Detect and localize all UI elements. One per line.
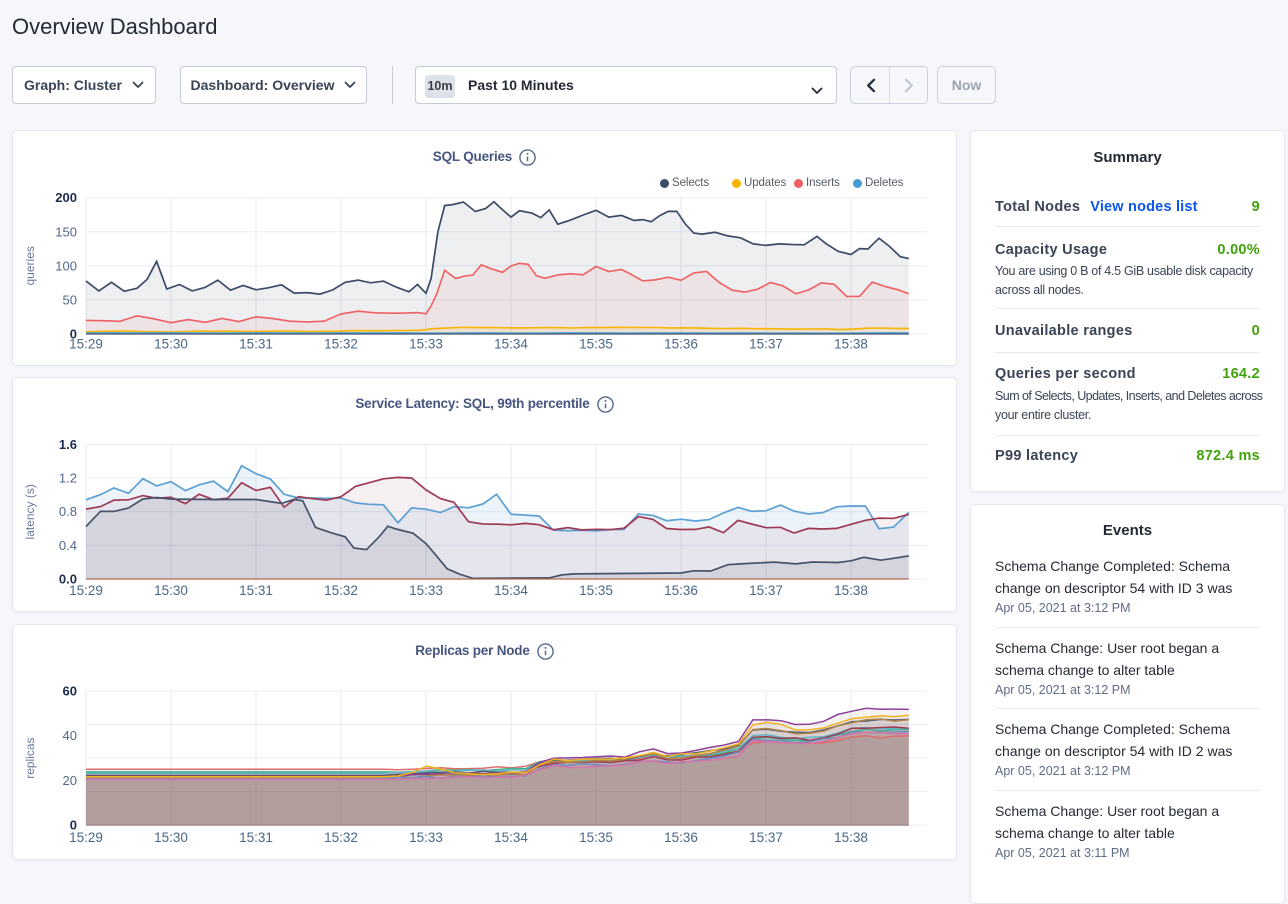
svg-text:15:33: 15:33: [409, 830, 443, 845]
svg-text:15:30: 15:30: [154, 583, 188, 598]
svg-text:15:32: 15:32: [324, 830, 358, 845]
svg-text:15:31: 15:31: [239, 830, 273, 845]
svg-text:15:29: 15:29: [69, 583, 103, 598]
svg-text:15:35: 15:35: [579, 583, 613, 598]
svg-text:1.2: 1.2: [59, 471, 77, 486]
svg-text:15:30: 15:30: [154, 337, 188, 352]
svg-text:replicas: replicas: [23, 737, 37, 778]
svg-text:15:29: 15:29: [69, 337, 103, 352]
svg-text:15:29: 15:29: [69, 830, 103, 845]
svg-text:15:34: 15:34: [494, 830, 528, 845]
svg-text:15:38: 15:38: [834, 583, 868, 598]
svg-text:queries: queries: [23, 246, 37, 285]
svg-text:0.4: 0.4: [59, 538, 77, 553]
svg-text:15:37: 15:37: [749, 583, 783, 598]
svg-text:15:36: 15:36: [664, 583, 698, 598]
svg-text:15:31: 15:31: [239, 583, 273, 598]
svg-text:1.6: 1.6: [59, 437, 77, 452]
svg-text:15:35: 15:35: [579, 337, 613, 352]
svg-text:0: 0: [70, 818, 77, 833]
svg-text:0.8: 0.8: [59, 504, 77, 519]
svg-text:15:35: 15:35: [579, 830, 613, 845]
svg-text:15:31: 15:31: [239, 337, 273, 352]
svg-text:15:38: 15:38: [834, 830, 868, 845]
svg-text:0.0: 0.0: [59, 572, 77, 587]
svg-text:0: 0: [70, 327, 77, 342]
svg-text:15:36: 15:36: [664, 337, 698, 352]
svg-text:60: 60: [63, 684, 77, 699]
svg-text:200: 200: [55, 190, 77, 205]
svg-text:latency (s): latency (s): [23, 484, 37, 539]
svg-text:15:38: 15:38: [834, 337, 868, 352]
svg-text:15:34: 15:34: [494, 337, 528, 352]
svg-text:15:36: 15:36: [664, 830, 698, 845]
svg-text:20: 20: [63, 773, 77, 788]
svg-text:15:32: 15:32: [324, 337, 358, 352]
svg-text:15:34: 15:34: [494, 583, 528, 598]
svg-text:50: 50: [63, 292, 77, 307]
svg-text:15:33: 15:33: [409, 583, 443, 598]
svg-text:15:33: 15:33: [409, 337, 443, 352]
svg-text:15:37: 15:37: [749, 337, 783, 352]
svg-text:40: 40: [63, 728, 77, 743]
svg-text:15:32: 15:32: [324, 583, 358, 598]
svg-text:150: 150: [55, 224, 77, 239]
svg-text:100: 100: [55, 258, 77, 273]
svg-text:15:37: 15:37: [749, 830, 783, 845]
svg-text:15:30: 15:30: [154, 830, 188, 845]
